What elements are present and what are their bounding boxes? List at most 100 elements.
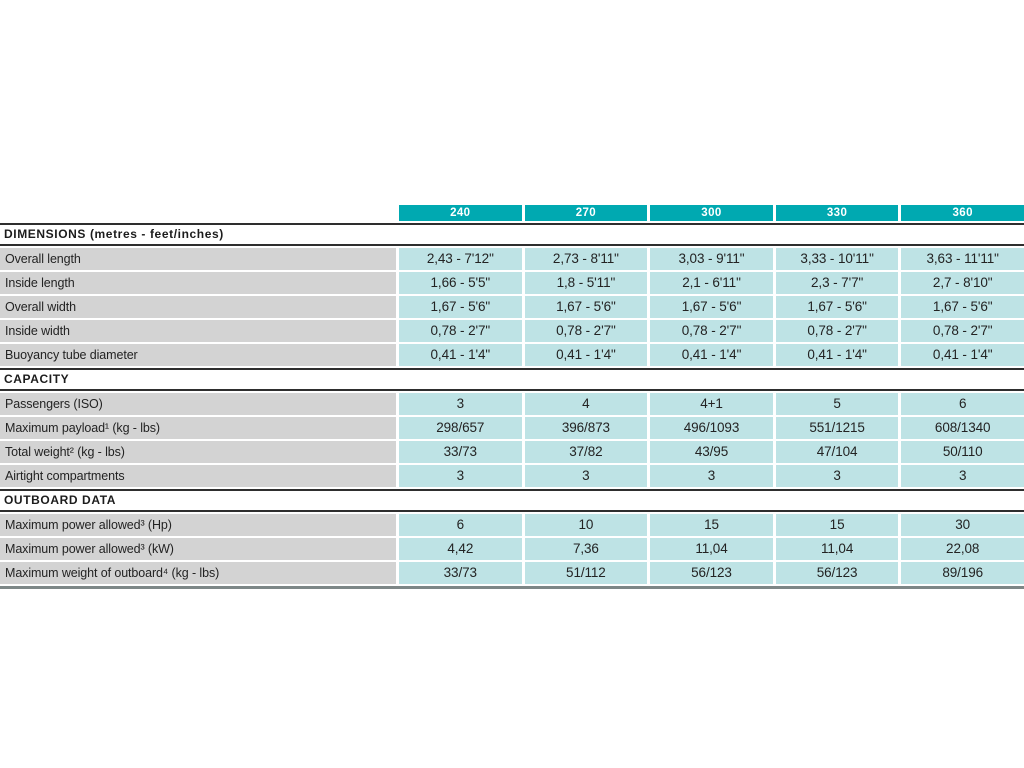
row-label: Maximum weight of outboard⁴ (kg - lbs) <box>0 562 396 584</box>
value-cell: 15 <box>775 514 899 536</box>
value-cell: 3 <box>775 465 899 487</box>
value-cell: 56/123 <box>650 562 773 584</box>
section-title: DIMENSIONS (metres - feet/inches) <box>0 225 1024 244</box>
value-cell: 0,41 - 1'4" <box>399 344 522 366</box>
section-rows: Passengers (ISO) 3 4 4+1 5 6 Maximum payload¹ … <box>0 391 1024 489</box>
value-cell: 4+1 <box>650 393 773 415</box>
column-header-270: 270 <box>524 205 648 221</box>
row-label: Overall length <box>0 248 396 270</box>
value-cell: 4 <box>524 393 648 415</box>
value-cell: 6 <box>399 514 522 536</box>
table-row: Airtight compartments 3 3 3 3 3 <box>0 465 1024 487</box>
value-cell: 6 <box>901 393 1024 415</box>
row-label: Inside width <box>0 320 396 342</box>
value-cell: 3 <box>399 465 522 487</box>
value-cell: 1,8 - 5'11" <box>524 272 648 294</box>
value-cell: 0,78 - 2'7" <box>524 320 648 342</box>
table-row: Maximum weight of outboard⁴ (kg - lbs) 33… <box>0 562 1024 584</box>
row-label: Total weight² (kg - lbs) <box>0 441 396 463</box>
value-cell: 1,67 - 5'6" <box>901 296 1024 318</box>
value-cell: 3 <box>650 465 773 487</box>
divider <box>0 368 1024 370</box>
section-title: CAPACITY <box>0 370 1024 389</box>
value-cell: 2,3 - 7'7" <box>775 272 899 294</box>
table-row: Maximum payload¹ (kg - lbs) 298/657 396/87… <box>0 417 1024 439</box>
value-cell: 3 <box>524 465 648 487</box>
value-cell: 5 <box>775 393 899 415</box>
value-cell: 7,36 <box>524 538 648 560</box>
value-cell: 3,03 - 9'11" <box>650 248 773 270</box>
row-label: Maximum power allowed³ (kW) <box>0 538 396 560</box>
value-cell: 608/1340 <box>901 417 1024 439</box>
value-cell: 1,67 - 5'6" <box>650 296 773 318</box>
section-rows: Maximum power allowed³ (Hp) 6 10 15 15 30 Maxi… <box>0 512 1024 586</box>
value-cell: 0,41 - 1'4" <box>775 344 899 366</box>
value-cell: 0,78 - 2'7" <box>775 320 899 342</box>
column-header-330: 330 <box>775 205 899 221</box>
value-cell: 2,7 - 8'10" <box>901 272 1024 294</box>
divider <box>0 389 1024 391</box>
value-cell: 51/112 <box>524 562 648 584</box>
spec-table: 240 270 300 330 360 DIMENSIONS (metres -… <box>0 205 1024 589</box>
column-header-360: 360 <box>901 205 1024 221</box>
section-title: OUTBOARD DATA <box>0 491 1024 510</box>
value-cell: 22,08 <box>901 538 1024 560</box>
table-bottom-border <box>0 586 1024 589</box>
value-cell: 0,41 - 1'4" <box>901 344 1024 366</box>
value-cell: 496/1093 <box>650 417 773 439</box>
value-cell: 551/1215 <box>775 417 899 439</box>
table-row: Maximum power allowed³ (kW) 4,42 7,36 11,04… <box>0 538 1024 560</box>
value-cell: 1,67 - 5'6" <box>524 296 648 318</box>
divider <box>0 489 1024 491</box>
sections: DIMENSIONS (metres - feet/inches) Overall… <box>0 223 1024 589</box>
value-cell: 1,67 - 5'6" <box>399 296 522 318</box>
value-cell: 2,43 - 7'12" <box>399 248 522 270</box>
row-label: Passengers (ISO) <box>0 393 396 415</box>
row-label: Maximum power allowed³ (Hp) <box>0 514 396 536</box>
table-row: Buoyancy tube diameter 0,41 - 1'4" 0,41 - … <box>0 344 1024 366</box>
value-cell: 0,78 - 2'7" <box>399 320 522 342</box>
value-cell: 30 <box>901 514 1024 536</box>
value-cell: 1,67 - 5'6" <box>775 296 899 318</box>
column-header-300: 300 <box>650 205 773 221</box>
table-row: Passengers (ISO) 3 4 4+1 5 6 <box>0 393 1024 415</box>
divider <box>0 223 1024 225</box>
value-cell: 396/873 <box>524 417 648 439</box>
value-cell: 0,41 - 1'4" <box>650 344 773 366</box>
value-cell: 15 <box>650 514 773 536</box>
table-row: Inside width 0,78 - 2'7" 0,78 - 2'7" 0,78 -… <box>0 320 1024 342</box>
value-cell: 298/657 <box>399 417 522 439</box>
value-cell: 0,78 - 2'7" <box>650 320 773 342</box>
value-cell: 89/196 <box>901 562 1024 584</box>
value-cell: 47/104 <box>775 441 899 463</box>
table-row: Total weight² (kg - lbs) 33/73 37/82 43/95 4… <box>0 441 1024 463</box>
divider <box>0 510 1024 512</box>
value-cell: 0,78 - 2'7" <box>901 320 1024 342</box>
value-cell: 56/123 <box>775 562 899 584</box>
value-cell: 0,41 - 1'4" <box>524 344 648 366</box>
value-cell: 1,66 - 5'5" <box>399 272 522 294</box>
value-cell: 4,42 <box>399 538 522 560</box>
section-rows: Overall length 2,43 - 7'12" 2,73 - 8'11" 3,… <box>0 246 1024 368</box>
row-label: Overall width <box>0 296 396 318</box>
row-label: Airtight compartments <box>0 465 396 487</box>
value-cell: 11,04 <box>775 538 899 560</box>
value-cell: 37/82 <box>524 441 648 463</box>
column-header-240: 240 <box>399 205 522 221</box>
value-cell: 3 <box>901 465 1024 487</box>
value-cell: 43/95 <box>650 441 773 463</box>
row-label: Inside length <box>0 272 396 294</box>
value-cell: 33/73 <box>399 562 522 584</box>
value-cell: 3 <box>399 393 522 415</box>
table-row: Overall width 1,67 - 5'6" 1,67 - 5'6" 1,67 … <box>0 296 1024 318</box>
value-cell: 3,63 - 11'11" <box>901 248 1024 270</box>
value-cell: 3,33 - 10'11" <box>775 248 899 270</box>
value-cell: 2,1 - 6'11" <box>650 272 773 294</box>
table-row: Inside length 1,66 - 5'5" 1,8 - 5'11" 2,1 -… <box>0 272 1024 294</box>
value-cell: 11,04 <box>650 538 773 560</box>
row-label: Buoyancy tube diameter <box>0 344 396 366</box>
row-label: Maximum payload¹ (kg - lbs) <box>0 417 396 439</box>
table-row: Overall length 2,43 - 7'12" 2,73 - 8'11" 3,… <box>0 248 1024 270</box>
divider <box>0 244 1024 246</box>
